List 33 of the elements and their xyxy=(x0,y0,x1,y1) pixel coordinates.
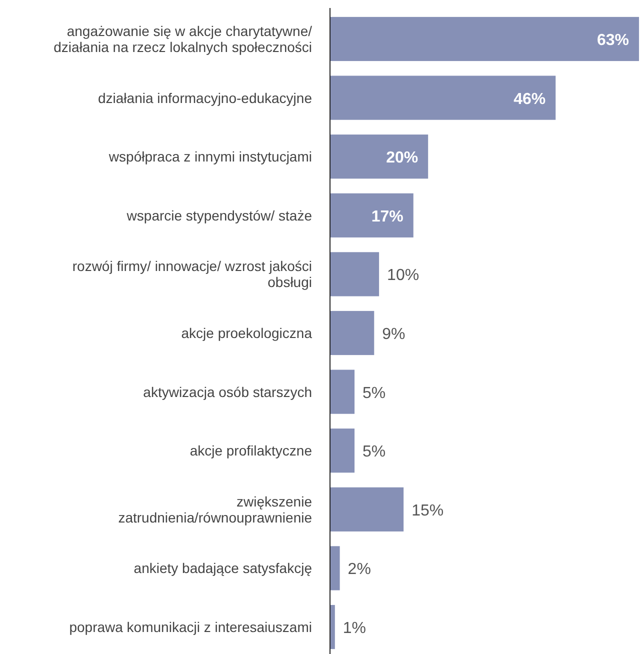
data-label: 20% xyxy=(386,150,418,167)
bar xyxy=(330,134,428,179)
bar xyxy=(330,76,556,120)
bar xyxy=(330,428,355,473)
y-tick-label: rozwój firmy/ innowacje/ wzrost jakości obsługi xyxy=(72,258,312,290)
y-tick-label: angażowanie się w akcje charytatywne/ działania na rzecz lokalnych społeczności xyxy=(54,22,312,55)
y-tick-label: poprawa komunikacji z interesaiuszami xyxy=(69,619,312,636)
data-label: 10% xyxy=(387,267,420,284)
bar xyxy=(330,370,355,414)
y-tick-label: wsparcie stypendystów/ staże xyxy=(126,207,312,224)
bar xyxy=(330,252,380,296)
data-label: 9% xyxy=(382,326,406,343)
data-label: 2% xyxy=(348,561,371,578)
y-tick-label: ankiety badające satysfakcję xyxy=(134,560,312,576)
y-tick-label: akcje proekologiczna xyxy=(181,325,312,341)
bar xyxy=(330,604,335,650)
y-tick-label: współpraca z innymi instytucjami xyxy=(108,148,312,165)
bar xyxy=(330,310,374,356)
bar xyxy=(330,16,639,62)
bar xyxy=(330,546,340,590)
data-label: 46% xyxy=(514,90,546,108)
bar xyxy=(330,487,404,532)
data-label: 5% xyxy=(362,384,386,402)
y-tick-label: akcje profilaktyczne xyxy=(190,442,312,459)
y-tick-label: aktywizacja osób starszych xyxy=(143,384,312,400)
y-tick-label: zwiększenie zatrudnienia/równouprawnienie xyxy=(118,493,312,526)
data-label: 1% xyxy=(342,620,366,638)
data-label: 17% xyxy=(371,208,404,226)
data-label: 63% xyxy=(596,32,629,49)
data-label: 5% xyxy=(362,444,386,461)
y-tick-label: działania informacyjno-edukacyjne xyxy=(98,90,312,106)
bar xyxy=(330,193,414,238)
data-label: 15% xyxy=(412,502,444,520)
